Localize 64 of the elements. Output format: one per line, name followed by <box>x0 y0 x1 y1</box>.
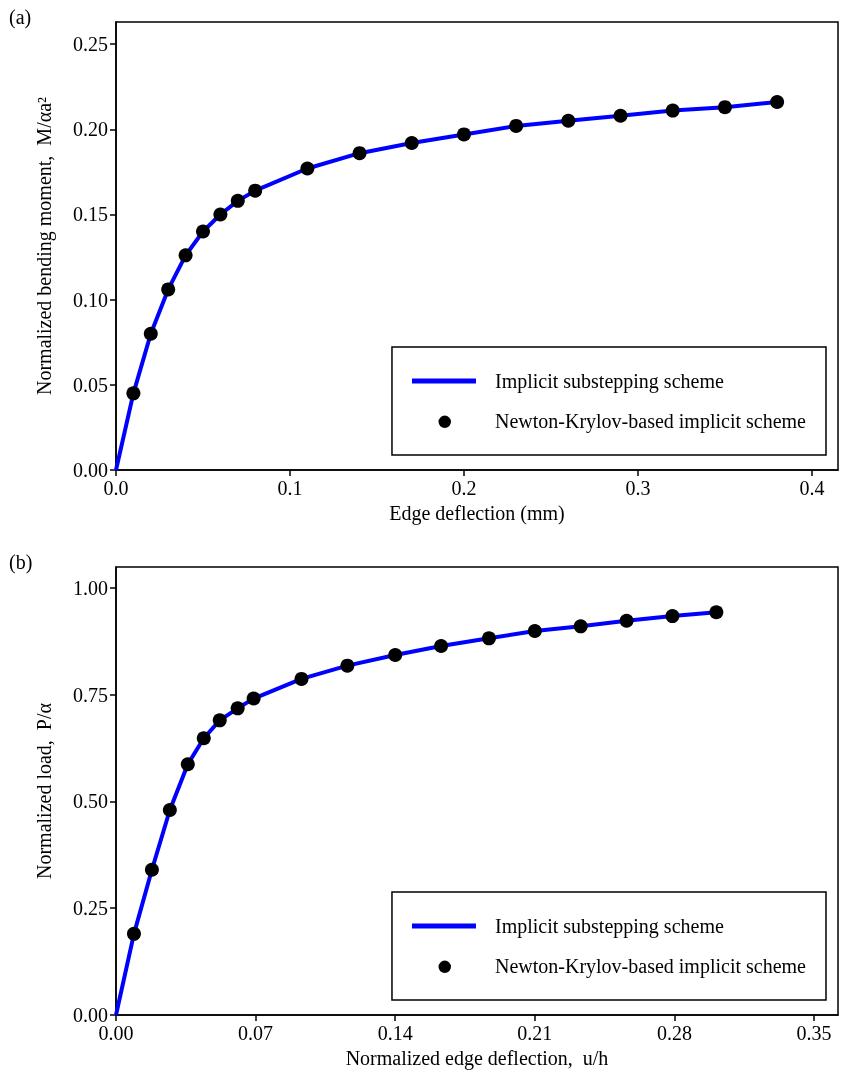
y-tick-label: 0.25 <box>73 897 108 920</box>
point <box>340 658 355 673</box>
x-tick-label: 0.21 <box>517 1022 553 1044</box>
point <box>709 605 724 620</box>
point <box>434 639 449 653</box>
y-tick-label: 0.75 <box>73 683 108 706</box>
point <box>613 108 628 123</box>
point <box>143 326 158 341</box>
chart-title: (b) <box>9 551 33 574</box>
point <box>300 161 315 176</box>
point <box>404 135 419 150</box>
y-tick-label: 0.50 <box>73 790 108 813</box>
point <box>144 862 159 877</box>
point <box>196 731 211 746</box>
point <box>770 95 785 110</box>
x-axis-title: Edge deflection (mm) <box>389 501 565 525</box>
x-tick-label: 0.28 <box>656 1022 692 1044</box>
point <box>388 647 403 662</box>
point <box>717 100 732 115</box>
x-tick-label: 0.2 <box>451 477 477 499</box>
point <box>248 183 263 198</box>
point <box>352 146 367 161</box>
y-axis-title: Normalized bending moment, M/αa² <box>33 96 56 396</box>
x-tick-label: 0.14 <box>377 1022 413 1044</box>
point <box>196 224 210 239</box>
y-tick-label: 1.00 <box>73 576 108 599</box>
y-tick-label: 0.15 <box>73 203 108 226</box>
point <box>665 609 680 624</box>
point <box>126 386 141 401</box>
y-tick-label: 0.05 <box>73 373 108 396</box>
y-tick-label: 0.10 <box>73 288 108 311</box>
point <box>294 671 309 686</box>
x-tick-label: 0.4 <box>799 477 825 499</box>
point <box>178 248 193 263</box>
point <box>481 631 496 646</box>
point <box>561 113 576 128</box>
legend-label: Newton-Krylov-based implicit scheme <box>494 410 807 433</box>
point <box>230 193 245 208</box>
x-axis-title: Normalized edge deflection, u/h <box>345 1046 609 1070</box>
point <box>180 757 195 772</box>
point <box>162 803 177 817</box>
x-tick-label: 0.1 <box>277 477 303 499</box>
point <box>230 701 245 716</box>
point <box>212 713 227 728</box>
x-tick-label: 0.3 <box>625 477 651 499</box>
chart-title: (a) <box>9 6 32 29</box>
x-tick-label: 0.07 <box>238 1022 274 1044</box>
legend-label: Implicit substepping scheme <box>494 915 724 938</box>
point <box>246 691 261 706</box>
y-axis-title: Normalized load, P/α <box>33 702 55 879</box>
point <box>527 624 542 639</box>
point <box>665 103 680 118</box>
point <box>573 619 588 634</box>
x-tick-label: 0.35 <box>796 1022 832 1044</box>
y-tick-label: 0.25 <box>73 33 108 56</box>
legend-label: Newton-Krylov-based implicit scheme <box>494 955 807 978</box>
point <box>126 926 141 941</box>
point <box>161 282 176 297</box>
point <box>456 127 471 142</box>
point <box>213 207 228 222</box>
legend-label: Implicit substepping scheme <box>494 370 724 393</box>
y-tick-label: 0.20 <box>73 118 108 141</box>
point <box>619 613 634 628</box>
point <box>509 118 524 133</box>
